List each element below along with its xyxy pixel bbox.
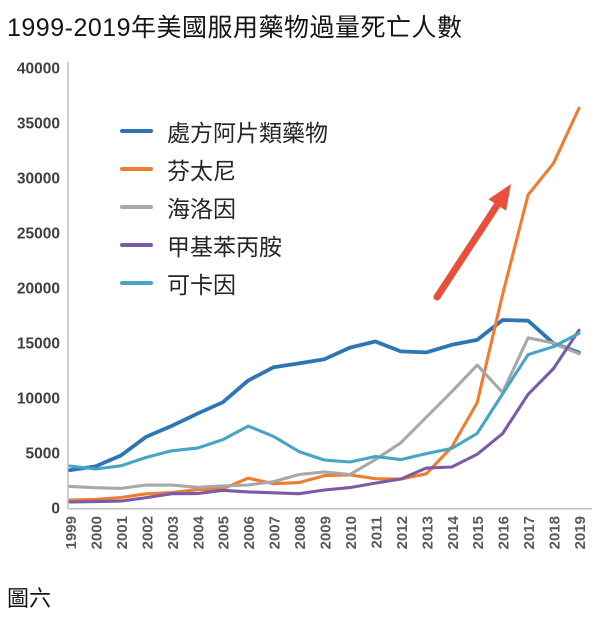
- series-line-5: [68, 331, 581, 471]
- chart-title: 1999-2019年美國服用藥物過量死亡人數: [7, 14, 463, 42]
- x-axis-tick-label: 2008: [292, 516, 309, 549]
- x-axis-tick-label: 2006: [241, 516, 258, 549]
- series-line-3: [68, 336, 581, 490]
- x-axis-tick-label: 2001: [114, 516, 131, 549]
- legend-item-4: 甲基苯丙胺: [120, 226, 328, 264]
- y-axis-tick-label: 20000: [17, 281, 60, 298]
- y-axis-tick-label: 35000: [17, 116, 60, 133]
- legend-swatch: [120, 205, 153, 209]
- x-axis-tick-label: 2013: [419, 516, 436, 549]
- x-axis-tick-label: 2002: [139, 516, 156, 549]
- x-axis-tick-label: 2004: [190, 515, 207, 549]
- trend-arrow-shaft: [433, 198, 503, 301]
- legend-label: 可卡因: [167, 272, 236, 298]
- y-axis-tick-label: 10000: [17, 391, 60, 408]
- series-line-2: [68, 106, 581, 502]
- legend-swatch: [120, 167, 153, 171]
- x-axis-tick-label: 2019: [572, 516, 589, 549]
- legend-item-2: 芬太尼: [120, 150, 328, 188]
- legend-label: 海洛因: [167, 196, 236, 222]
- x-axis-tick-label: 2018: [547, 516, 564, 549]
- y-axis-tick-label: 0: [51, 501, 60, 518]
- x-axis-tick-label: 2007: [267, 516, 284, 549]
- legend-swatch: [120, 243, 153, 247]
- x-axis-tick-label: 2012: [394, 516, 411, 549]
- x-axis-tick-label: 2014: [445, 515, 462, 549]
- legend-item-3: 海洛因: [120, 188, 328, 226]
- legend-label: 甲基苯丙胺: [167, 234, 282, 260]
- x-axis-tick-label: 2010: [343, 516, 360, 549]
- x-axis-tick-label: 2015: [470, 516, 487, 549]
- legend-item-5: 可卡因: [120, 264, 328, 302]
- legend-swatch: [120, 281, 153, 285]
- series-line-4: [68, 328, 581, 504]
- x-axis-tick-label: 1999: [63, 516, 80, 549]
- legend-label: 處方阿片類藥物: [167, 120, 328, 146]
- x-axis-tick-label: 2009: [318, 516, 335, 549]
- y-axis-tick-label: 5000: [26, 446, 60, 463]
- legend-swatch: [120, 129, 153, 133]
- x-axis-tick-label: 2011: [368, 516, 385, 549]
- x-axis-tick-label: 2016: [496, 516, 513, 549]
- figure-caption: 圖六: [7, 586, 52, 611]
- y-axis-tick-label: 15000: [17, 336, 60, 353]
- y-axis-tick-label: 25000: [17, 226, 60, 243]
- trend-arrow-head: [488, 184, 511, 211]
- x-axis-tick-label: 2000: [88, 516, 105, 549]
- chart-legend: 處方阿片類藥物 芬太尼海洛因甲基苯丙胺可卡因: [120, 112, 328, 302]
- legend-item-1: 處方阿片類藥物: [120, 112, 328, 150]
- x-axis-tick-label: 2005: [216, 516, 233, 549]
- y-axis-tick-label: 30000: [17, 171, 60, 188]
- y-axis-tick-label: 40000: [17, 61, 60, 78]
- legend-label: 芬太尼: [167, 158, 236, 184]
- x-axis-tick-label: 2003: [165, 516, 182, 549]
- x-axis-tick-label: 2017: [521, 516, 538, 549]
